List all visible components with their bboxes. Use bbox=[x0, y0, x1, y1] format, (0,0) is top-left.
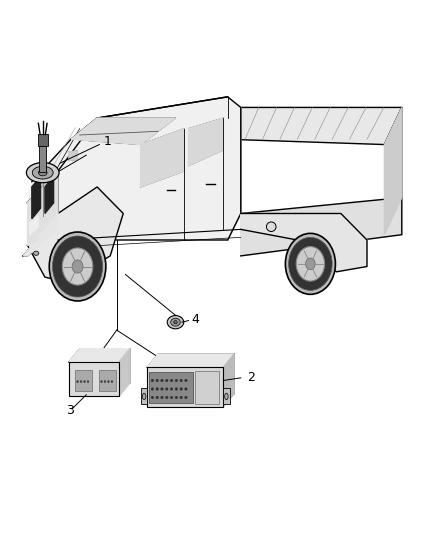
Polygon shape bbox=[97, 97, 228, 118]
Ellipse shape bbox=[170, 379, 173, 382]
Polygon shape bbox=[28, 187, 123, 282]
Polygon shape bbox=[119, 349, 130, 397]
Polygon shape bbox=[188, 118, 223, 166]
Polygon shape bbox=[241, 214, 367, 272]
Ellipse shape bbox=[87, 381, 89, 383]
Ellipse shape bbox=[166, 396, 168, 399]
Polygon shape bbox=[228, 108, 402, 144]
Polygon shape bbox=[45, 176, 53, 214]
Ellipse shape bbox=[156, 387, 159, 390]
Ellipse shape bbox=[296, 247, 325, 281]
Bar bbox=[99, 370, 116, 391]
Polygon shape bbox=[69, 151, 78, 160]
Bar bbox=[141, 389, 147, 405]
Ellipse shape bbox=[185, 396, 187, 399]
Ellipse shape bbox=[151, 396, 154, 399]
Polygon shape bbox=[223, 354, 234, 407]
Ellipse shape bbox=[34, 251, 39, 255]
Ellipse shape bbox=[53, 236, 102, 297]
Ellipse shape bbox=[167, 316, 184, 329]
Ellipse shape bbox=[72, 260, 83, 273]
Ellipse shape bbox=[289, 237, 332, 290]
Polygon shape bbox=[32, 176, 41, 219]
Ellipse shape bbox=[161, 379, 163, 382]
Ellipse shape bbox=[26, 163, 59, 183]
Polygon shape bbox=[28, 171, 58, 245]
Ellipse shape bbox=[111, 381, 113, 383]
Polygon shape bbox=[28, 118, 97, 203]
Ellipse shape bbox=[104, 381, 106, 383]
Polygon shape bbox=[71, 118, 176, 144]
Ellipse shape bbox=[62, 248, 93, 285]
Polygon shape bbox=[141, 128, 184, 187]
Ellipse shape bbox=[39, 169, 47, 176]
Bar bbox=[147, 367, 223, 407]
Polygon shape bbox=[241, 198, 402, 256]
Ellipse shape bbox=[151, 379, 154, 382]
Bar bbox=[75, 370, 92, 391]
Ellipse shape bbox=[286, 233, 336, 294]
Ellipse shape bbox=[156, 379, 159, 382]
Ellipse shape bbox=[175, 387, 178, 390]
Polygon shape bbox=[58, 97, 241, 245]
Text: 3: 3 bbox=[66, 404, 74, 417]
Text: 4: 4 bbox=[191, 313, 199, 326]
Ellipse shape bbox=[84, 381, 85, 383]
Ellipse shape bbox=[175, 396, 178, 399]
Polygon shape bbox=[30, 216, 39, 235]
Ellipse shape bbox=[266, 222, 276, 231]
Polygon shape bbox=[147, 354, 234, 367]
Ellipse shape bbox=[166, 387, 168, 390]
Text: 1: 1 bbox=[104, 135, 112, 148]
Ellipse shape bbox=[185, 379, 187, 382]
Bar bbox=[149, 372, 193, 403]
Ellipse shape bbox=[170, 387, 173, 390]
Polygon shape bbox=[33, 236, 37, 243]
Ellipse shape bbox=[142, 393, 146, 400]
Ellipse shape bbox=[175, 379, 178, 382]
Ellipse shape bbox=[166, 379, 168, 382]
Ellipse shape bbox=[80, 381, 82, 383]
Ellipse shape bbox=[170, 396, 173, 399]
Bar bbox=[38, 134, 48, 146]
Ellipse shape bbox=[108, 381, 110, 383]
Polygon shape bbox=[228, 108, 241, 240]
Ellipse shape bbox=[49, 232, 106, 301]
Bar bbox=[69, 362, 119, 397]
Bar bbox=[223, 389, 230, 405]
Ellipse shape bbox=[185, 387, 187, 390]
Ellipse shape bbox=[161, 396, 163, 399]
Ellipse shape bbox=[77, 381, 78, 383]
Ellipse shape bbox=[180, 396, 183, 399]
Bar bbox=[195, 371, 219, 405]
Ellipse shape bbox=[151, 387, 154, 390]
Ellipse shape bbox=[306, 258, 315, 270]
Ellipse shape bbox=[171, 318, 180, 326]
Ellipse shape bbox=[32, 166, 53, 179]
Polygon shape bbox=[23, 214, 58, 256]
Ellipse shape bbox=[180, 379, 183, 382]
Text: 2: 2 bbox=[247, 372, 255, 384]
Ellipse shape bbox=[180, 387, 183, 390]
Ellipse shape bbox=[225, 393, 228, 400]
Ellipse shape bbox=[101, 381, 102, 383]
Ellipse shape bbox=[174, 320, 177, 324]
Polygon shape bbox=[69, 349, 130, 362]
Ellipse shape bbox=[156, 396, 159, 399]
Polygon shape bbox=[385, 108, 402, 235]
Bar bbox=[39, 146, 46, 172]
Ellipse shape bbox=[161, 387, 163, 390]
